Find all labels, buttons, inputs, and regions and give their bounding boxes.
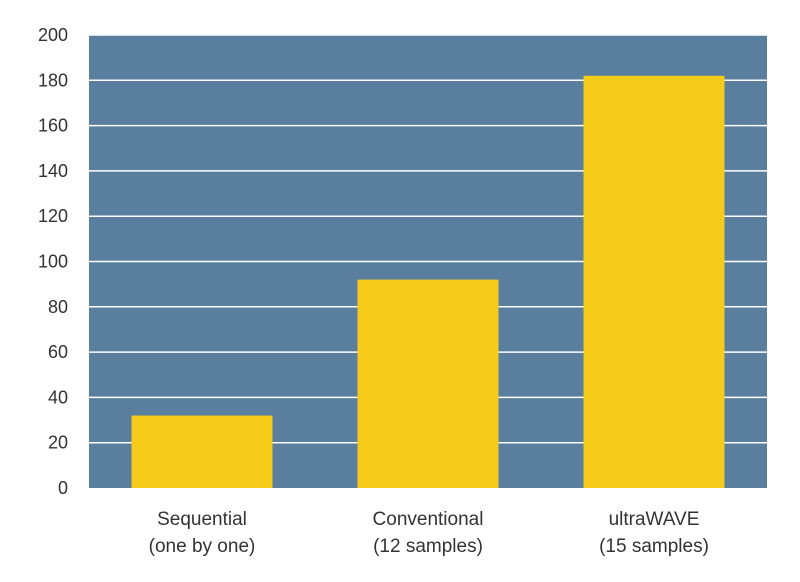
y-tick-label: 100 <box>38 252 68 272</box>
bar <box>583 75 725 489</box>
y-tick-label: 200 <box>38 25 68 45</box>
x-axis-category-labels: Sequential (one by one) Conventional (12 sa… <box>149 509 709 557</box>
bar <box>357 279 499 488</box>
y-tick-label: 0 <box>58 478 68 498</box>
bars <box>131 75 725 489</box>
bar <box>131 415 273 488</box>
y-tick-label: 180 <box>38 70 68 90</box>
y-tick-label: 160 <box>38 116 68 136</box>
x-category-label: Sequential <box>157 509 247 530</box>
y-tick-label: 20 <box>48 433 68 453</box>
x-category-label: (15 samples) <box>599 536 709 557</box>
y-tick-label: 140 <box>38 161 68 181</box>
x-category-label: (one by one) <box>149 536 256 557</box>
y-tick-label: 80 <box>48 297 68 317</box>
y-tick-label: 40 <box>48 387 68 407</box>
y-tick-label: 120 <box>38 206 68 226</box>
x-category-label: (12 samples) <box>373 536 483 557</box>
x-category-label: ultraWAVE <box>609 509 700 530</box>
y-axis-tick-labels: 0 20 40 60 80 100 120 140 160 180 200 <box>38 25 68 498</box>
x-category-label: Conventional <box>373 509 484 530</box>
y-tick-label: 60 <box>48 342 68 362</box>
